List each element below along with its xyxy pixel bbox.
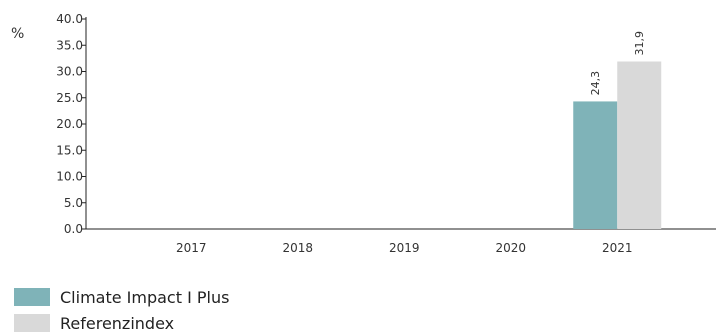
y-tick-label: 10.0 — [56, 170, 83, 184]
x-tick-label: 2018 — [282, 241, 313, 255]
y-tick-label: 35.0 — [56, 38, 83, 52]
legend-item-series-2: Referenzindex — [14, 310, 229, 336]
x-tick-label: 2017 — [176, 241, 207, 255]
x-axis: 2017 2018 2019 2020 2021 — [82, 228, 716, 255]
x-tick-label: 2020 — [495, 241, 526, 255]
data-label: 31,9 — [633, 31, 646, 56]
y-tick-label: 25.0 — [56, 91, 83, 105]
legend-swatch-climate-impact — [14, 288, 50, 306]
y-tick-label: 30.0 — [56, 65, 83, 79]
x-tick-label: 2021 — [602, 241, 633, 255]
data-label: 24,3 — [589, 71, 602, 96]
bar-climate-impact-2021 — [573, 101, 618, 229]
legend-item-series-1: Climate Impact I Plus — [14, 284, 229, 310]
y-tick-label: 40.0 — [56, 12, 83, 26]
legend-label-referenzindex: Referenzindex — [60, 313, 175, 333]
bar-referenzindex-2021 — [617, 61, 662, 230]
y-tick-label: 20.0 — [56, 117, 83, 131]
bars: 24,3 31,9 — [573, 31, 662, 230]
bar-chart: % 0.0 5.0 10.0 15.0 20.0 25.0 30.0 35.0 40.0 201… — [11, 12, 716, 255]
x-tick-label: 2019 — [389, 241, 420, 255]
chart-legend: Climate Impact I Plus Referenzindex — [14, 284, 229, 336]
y-tick-label: 15.0 — [56, 143, 83, 157]
y-axis: 0.0 5.0 10.0 15.0 20.0 25.0 30.0 35.0 40.0 — [56, 12, 87, 236]
y-tick-label: 5.0 — [64, 196, 83, 210]
legend-label-climate-impact: Climate Impact I Plus — [60, 287, 230, 307]
y-unit-label: % — [11, 26, 24, 42]
legend-swatch-referenzindex — [14, 314, 50, 332]
y-tick-label: 0.0 — [64, 222, 83, 236]
